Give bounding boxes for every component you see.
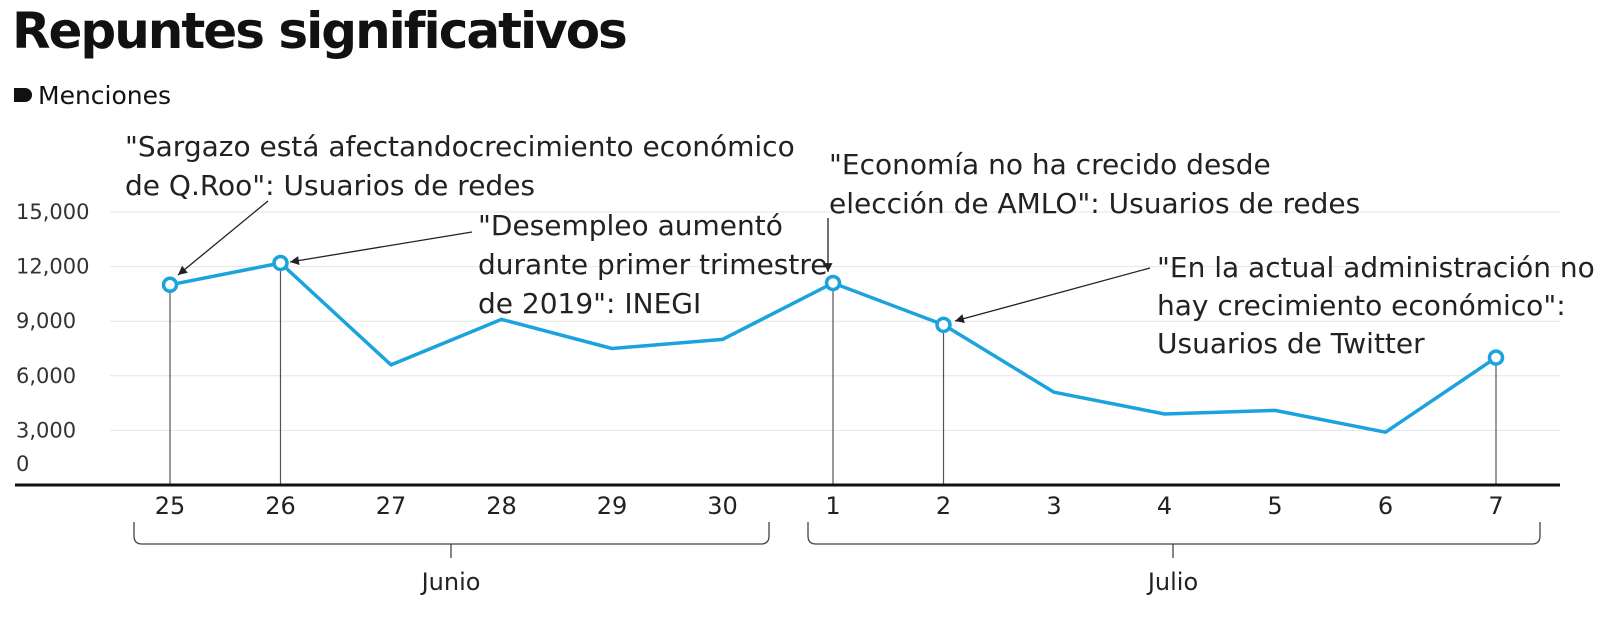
x-tick-label: 26 <box>265 492 296 520</box>
x-tick-label: 7 <box>1488 492 1503 520</box>
annotation-text: de Q.Roo": Usuarios de redes <box>125 169 535 202</box>
x-tick-label: 5 <box>1267 492 1282 520</box>
x-tick-label: 6 <box>1378 492 1393 520</box>
y-tick-label: 12,000 <box>16 255 89 279</box>
annotation-text: "Desempleo aumentó <box>478 209 783 242</box>
annotation-leader <box>289 231 473 263</box>
x-tick-label: 28 <box>486 492 517 520</box>
data-point-marker <box>161 276 179 294</box>
x-tick-label: 2 <box>936 492 951 520</box>
annotation-text: elección de AMLO": Usuarios de redes <box>829 187 1360 220</box>
y-tick-label: 9,000 <box>16 309 76 333</box>
annotation-text: Usuarios de Twitter <box>1157 327 1425 360</box>
legend-swatch <box>14 88 32 102</box>
annotation-text: "En la actual administración no <box>1157 251 1595 284</box>
x-tick-label: 4 <box>1157 492 1172 520</box>
month-bracket <box>133 522 770 558</box>
month-bracket <box>807 522 1541 558</box>
annotation-arrowhead <box>823 263 833 272</box>
annotation-text: durante primer trimestre <box>478 248 827 281</box>
x-tick-label: 27 <box>376 492 407 520</box>
annotation-arrowhead <box>290 256 300 265</box>
annotation-leader <box>177 200 269 276</box>
annotation-text: "Economía no ha crecido desde <box>829 148 1271 181</box>
data-point-marker <box>1487 349 1505 366</box>
y-tick-label: 15,000 <box>16 200 89 224</box>
x-tick-label: 1 <box>825 492 840 520</box>
y-tick-label: 0 <box>16 452 29 476</box>
month-label: Julio <box>1146 568 1198 596</box>
x-tick-label: 29 <box>597 492 628 520</box>
annotation-leader <box>954 267 1151 322</box>
legend-label: Menciones <box>38 80 172 110</box>
x-tick-label: 25 <box>155 492 186 520</box>
annotation-arrowhead <box>955 314 965 323</box>
legend: Menciones <box>14 80 171 110</box>
data-point-marker <box>824 274 842 292</box>
chart-title: Repuntes significativos <box>12 2 628 60</box>
x-tick-label: 30 <box>707 492 738 520</box>
y-tick-label: 6,000 <box>16 364 76 388</box>
annotation-text: "Sargazo está afectandocrecimiento econó… <box>125 130 795 163</box>
month-label: Junio <box>420 568 481 596</box>
annotation-text: hay crecimiento económico": <box>1157 289 1566 322</box>
y-tick-label: 3,000 <box>16 418 76 442</box>
annotation-text: de 2019": INEGI <box>478 287 701 320</box>
x-tick-label: 3 <box>1046 492 1061 520</box>
annotation-arrowhead <box>178 265 188 275</box>
data-point-marker <box>935 316 952 334</box>
data-point-marker <box>272 254 289 272</box>
